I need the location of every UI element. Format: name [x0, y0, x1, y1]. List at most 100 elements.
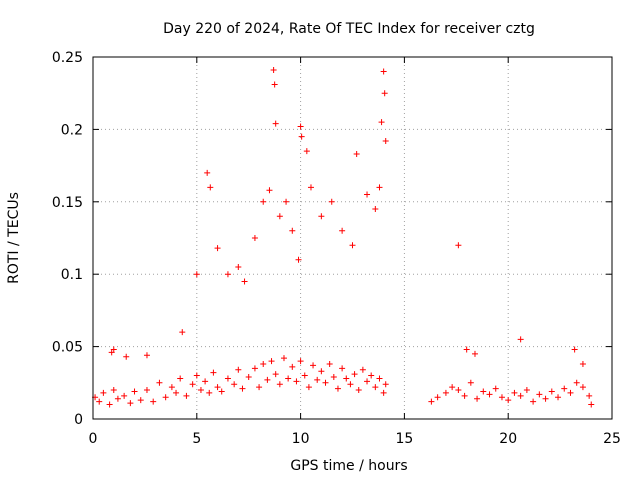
data-point — [511, 389, 518, 396]
data-point — [364, 191, 371, 198]
x-tick-label: 10 — [292, 431, 310, 447]
data-point — [224, 375, 231, 382]
y-tick-label: 0.1 — [61, 267, 83, 283]
data-point — [197, 387, 204, 394]
data-point — [110, 346, 117, 353]
x-tick-label: 20 — [499, 431, 517, 447]
data-point — [378, 119, 385, 126]
data-point — [268, 358, 275, 365]
data-point — [326, 360, 333, 367]
data-point — [442, 389, 449, 396]
data-point — [245, 374, 252, 381]
data-point — [241, 278, 248, 285]
data-point — [162, 394, 169, 401]
x-tick-label: 5 — [192, 431, 201, 447]
data-point — [114, 395, 121, 402]
x-tick-label: 15 — [395, 431, 413, 447]
data-point — [204, 169, 211, 176]
data-point — [289, 227, 296, 234]
data-point — [251, 365, 258, 372]
data-point — [295, 256, 302, 263]
data-point — [214, 384, 221, 391]
data-point — [364, 378, 371, 385]
data-point — [272, 120, 279, 127]
data-point — [235, 263, 242, 270]
data-point — [428, 398, 435, 405]
data-point — [347, 381, 354, 388]
data-point — [106, 401, 113, 408]
data-point — [131, 388, 138, 395]
data-point — [542, 395, 549, 402]
data-point — [173, 389, 180, 396]
data-point — [380, 389, 387, 396]
y-tick-label: 0 — [74, 412, 83, 428]
data-point — [143, 387, 150, 394]
data-point — [260, 360, 267, 367]
data-point — [474, 395, 481, 402]
data-point — [251, 235, 258, 241]
data-point — [573, 379, 580, 386]
data-point — [492, 385, 499, 392]
data-point — [536, 391, 543, 398]
data-point — [517, 336, 524, 343]
data-point — [322, 379, 329, 386]
data-point — [471, 350, 478, 357]
data-point — [372, 384, 379, 391]
data-point — [530, 398, 537, 405]
data-point — [355, 387, 362, 394]
x-tick-label: 25 — [603, 431, 621, 447]
data-point — [214, 245, 221, 252]
data-point — [561, 385, 568, 392]
data-point — [455, 387, 462, 394]
y-tick-label: 0.05 — [52, 340, 83, 356]
data-point — [260, 198, 267, 205]
y-tick-label: 0.25 — [52, 50, 83, 66]
data-point — [289, 363, 296, 370]
data-point — [276, 381, 283, 388]
data-point — [380, 68, 387, 75]
data-point — [305, 384, 312, 391]
y-axis-label: ROTI / TECUs — [6, 192, 22, 284]
data-point — [127, 400, 134, 407]
data-point — [143, 352, 150, 359]
data-point — [179, 329, 186, 336]
data-point — [297, 358, 304, 365]
data-point — [381, 90, 388, 97]
data-point — [177, 375, 184, 382]
data-point — [298, 133, 305, 140]
data-point — [121, 392, 128, 399]
y-tick-label: 0.2 — [61, 122, 83, 138]
plot-frame — [92, 56, 613, 420]
data-point — [328, 198, 335, 205]
data-point — [123, 353, 130, 360]
data-point — [588, 401, 595, 408]
data-point — [264, 376, 271, 383]
data-point — [461, 392, 468, 399]
data-points — [92, 67, 595, 408]
data-point — [218, 388, 225, 395]
data-point — [548, 388, 555, 395]
data-point — [467, 379, 474, 386]
data-point — [571, 346, 578, 353]
data-point — [270, 67, 277, 74]
data-point — [330, 374, 337, 381]
data-point — [343, 375, 350, 382]
data-point — [210, 369, 217, 376]
data-point — [334, 385, 341, 392]
data-point — [376, 375, 383, 382]
data-point — [193, 271, 200, 278]
data-point — [280, 355, 287, 362]
data-point — [224, 271, 231, 278]
data-point — [310, 362, 317, 369]
data-point — [372, 206, 379, 213]
data-point — [353, 151, 360, 158]
chart-title: Day 220 of 2024, Rate Of TEC Index for r… — [163, 21, 535, 37]
data-point — [207, 184, 214, 191]
data-point — [96, 398, 103, 405]
data-point — [449, 384, 456, 391]
grid-lines — [93, 57, 612, 419]
y-tick-label: 0.15 — [52, 195, 83, 211]
data-point — [272, 371, 279, 378]
data-point — [376, 184, 383, 191]
